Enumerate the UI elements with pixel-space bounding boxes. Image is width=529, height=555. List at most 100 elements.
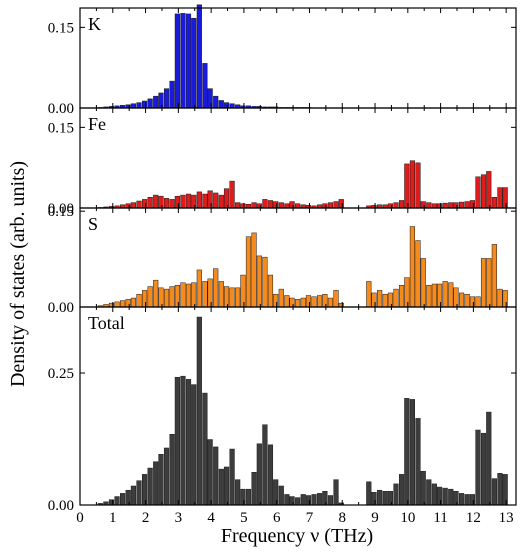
bar-total	[453, 491, 459, 506]
bar-s	[491, 244, 497, 308]
x-tick-label: 0	[76, 510, 84, 526]
bar-fe	[442, 202, 448, 209]
x-tick-label: 11	[433, 510, 447, 526]
bar-s	[366, 281, 372, 308]
bar-fe	[240, 203, 246, 209]
y-tick-label: 0.00	[48, 498, 74, 514]
bar-fe	[415, 162, 421, 209]
y-axis-title: Density of states (arb. units)	[7, 161, 29, 387]
x-tick-label: 3	[175, 510, 183, 526]
bar-s	[153, 279, 159, 308]
bar-s	[120, 300, 126, 308]
bar-total	[191, 384, 197, 506]
bar-total	[185, 379, 192, 506]
bar-total	[387, 491, 394, 506]
bar-total	[153, 461, 159, 506]
bar-total	[235, 479, 241, 506]
bar-s	[448, 282, 454, 308]
bar-fe	[235, 202, 241, 209]
bar-fe	[327, 202, 334, 209]
bar-s	[404, 277, 410, 308]
bar-total	[458, 493, 465, 506]
bar-k	[223, 102, 230, 109]
bar-fe	[223, 188, 230, 209]
bar-total	[448, 488, 454, 506]
bar-s	[223, 286, 230, 308]
bar-s	[202, 281, 208, 308]
bar-k	[191, 17, 197, 109]
bar-total	[174, 376, 180, 506]
bar-total	[196, 316, 202, 506]
bar-s	[256, 255, 262, 308]
bar-fe	[284, 203, 290, 209]
bar-total	[262, 424, 268, 506]
bar-fe	[497, 187, 503, 209]
bar-s	[245, 236, 252, 308]
bar-fe	[267, 200, 274, 209]
bar-total	[399, 474, 405, 506]
bar-s	[158, 287, 164, 308]
bar-s	[458, 292, 465, 308]
bar-fe	[491, 197, 497, 209]
bar-fe	[174, 195, 180, 209]
bar-total	[240, 488, 246, 506]
bar-fe	[486, 171, 492, 209]
bar-s	[393, 288, 399, 308]
bar-k	[147, 98, 153, 109]
bar-total	[366, 481, 372, 506]
bar-s	[322, 293, 328, 308]
bar-total	[213, 446, 219, 506]
bar-s	[317, 295, 323, 308]
bar-fe	[202, 193, 208, 209]
bar-total	[420, 470, 426, 506]
bar-total	[273, 479, 279, 506]
bar-total	[147, 467, 153, 506]
panel-label-s: S	[88, 214, 98, 234]
bar-fe	[180, 194, 186, 209]
bar-s	[311, 296, 317, 308]
x-axis-title: Frequency ν (THz)	[221, 525, 373, 547]
bar-fe	[333, 201, 339, 209]
bar-s	[251, 232, 257, 308]
bar-total	[431, 483, 437, 506]
bar-s	[240, 274, 246, 308]
bar-k	[141, 100, 148, 109]
bar-fe	[136, 200, 142, 209]
x-tick-label: 10	[400, 510, 415, 526]
bar-fe	[399, 200, 405, 209]
panel-s: 0.000.15S	[48, 204, 517, 316]
bar-k	[130, 103, 137, 109]
bar-total	[371, 492, 377, 506]
bar-k	[213, 95, 219, 109]
bar-s	[453, 287, 459, 308]
bar-total	[180, 375, 186, 506]
bar-s	[305, 295, 312, 308]
x-tick-label: 12	[466, 510, 481, 526]
bar-total	[393, 483, 399, 506]
bar-fe	[469, 200, 475, 209]
bar-total	[295, 497, 301, 506]
bar-fe	[251, 202, 257, 209]
bar-s	[289, 297, 295, 308]
x-tick-label: 2	[142, 510, 150, 526]
bar-fe	[458, 201, 465, 209]
y-tick-label: 0.00	[48, 300, 74, 316]
bar-total	[502, 474, 508, 506]
bar-s	[409, 226, 415, 308]
bar-fe	[125, 203, 131, 209]
bar-total	[491, 478, 497, 506]
bar-s	[415, 240, 421, 308]
bar-fe	[431, 203, 437, 209]
bar-s	[174, 285, 180, 308]
bar-k	[174, 13, 180, 109]
bar-total	[480, 432, 487, 506]
bar-total	[409, 399, 415, 506]
bar-s	[114, 301, 120, 308]
bar-fe	[420, 201, 426, 209]
bar-k	[185, 13, 192, 109]
bar-s	[284, 295, 290, 308]
bar-fe	[393, 202, 399, 209]
bar-s	[267, 274, 274, 308]
bar-s	[300, 297, 306, 308]
